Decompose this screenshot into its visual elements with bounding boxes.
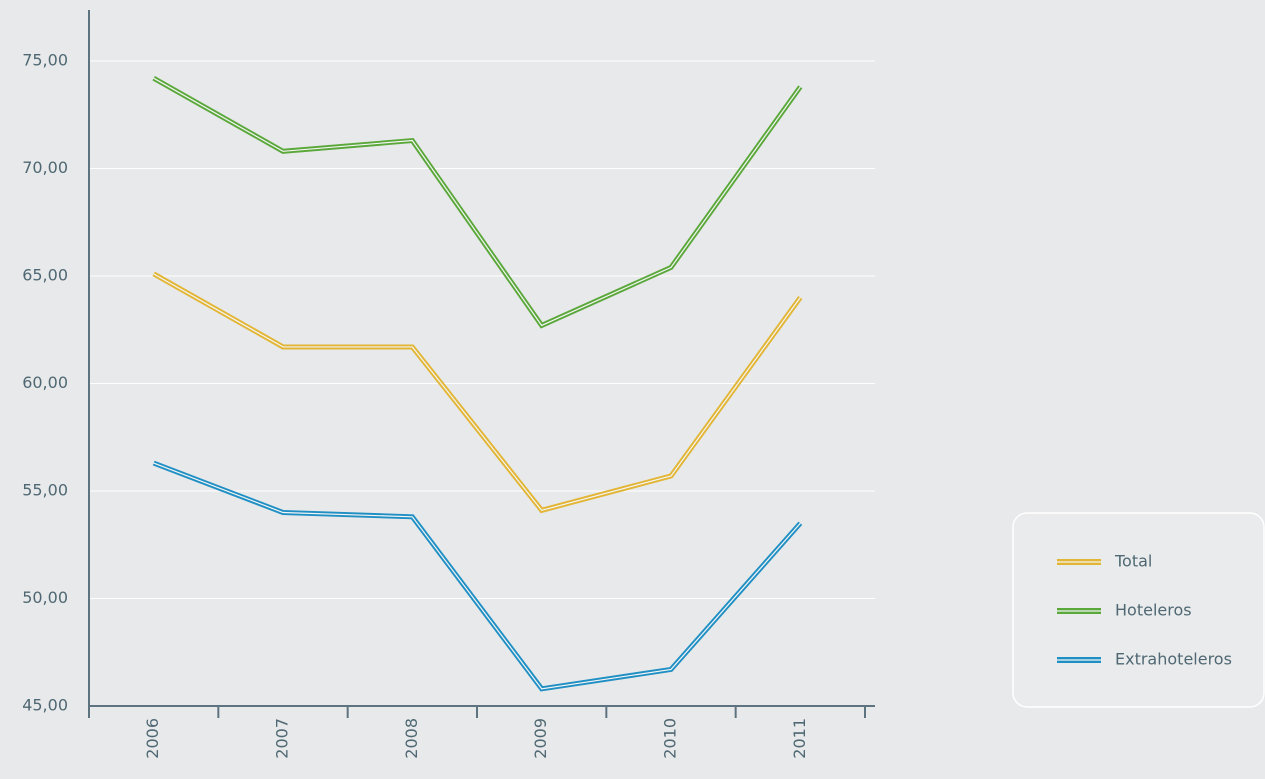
x-tick-label: 2006 [143, 718, 162, 759]
series-line-inner [153, 77, 801, 327]
series-line-inner [153, 273, 801, 512]
series-line [152, 271, 803, 514]
x-tick-label: 2009 [531, 718, 550, 759]
y-tick-label: 65,00 [22, 266, 68, 285]
y-tick-label: 55,00 [22, 481, 68, 500]
legend-label: Extrahoteleros [1115, 650, 1232, 669]
x-tick-label: 2007 [273, 718, 292, 759]
y-tick-label: 60,00 [22, 373, 68, 392]
legend-label: Total [1114, 552, 1152, 571]
series-line [152, 76, 803, 329]
series-line-inner [153, 462, 801, 690]
y-tick-label: 45,00 [22, 696, 68, 715]
legend-label: Hoteleros [1115, 601, 1192, 620]
series-line [152, 460, 803, 692]
y-tick-label: 70,00 [22, 158, 68, 177]
x-tick-label: 2011 [790, 718, 809, 759]
x-tick-label: 2008 [402, 718, 421, 759]
y-tick-label: 75,00 [22, 51, 68, 70]
y-tick-label: 50,00 [22, 588, 68, 607]
x-tick-label: 2010 [661, 718, 680, 759]
